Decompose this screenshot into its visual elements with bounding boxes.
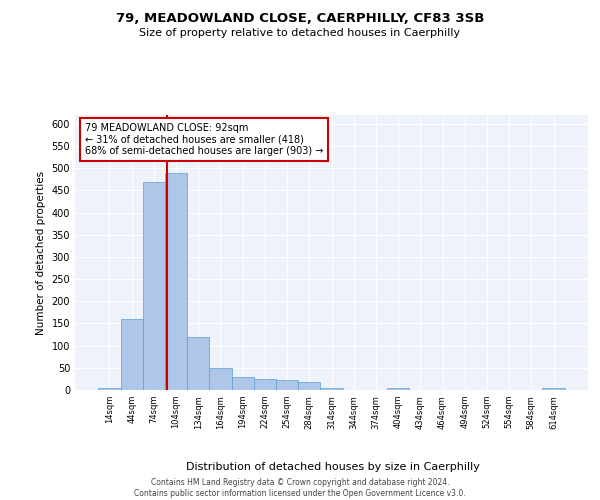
Text: Size of property relative to detached houses in Caerphilly: Size of property relative to detached ho… (139, 28, 461, 38)
Bar (298, 382, 320, 390)
Bar (542, 388, 565, 390)
Text: Contains HM Land Registry data © Crown copyright and database right 2024.
Contai: Contains HM Land Registry data © Crown c… (134, 478, 466, 498)
Bar (209, 368, 232, 390)
Bar (254, 379, 276, 390)
Text: 79 MEADOWLAND CLOSE: 92sqm
← 31% of detached houses are smaller (418)
68% of sem: 79 MEADOWLAND CLOSE: 92sqm ← 31% of deta… (85, 123, 323, 156)
Bar (320, 388, 343, 390)
Bar (232, 376, 254, 390)
Bar (143, 182, 165, 390)
Bar (187, 337, 209, 390)
Bar (121, 319, 143, 390)
Bar (276, 380, 298, 390)
Bar (387, 388, 409, 390)
Bar (98, 388, 121, 390)
Bar (165, 172, 187, 390)
Text: 79, MEADOWLAND CLOSE, CAERPHILLY, CF83 3SB: 79, MEADOWLAND CLOSE, CAERPHILLY, CF83 3… (116, 12, 484, 26)
Text: Distribution of detached houses by size in Caerphilly: Distribution of detached houses by size … (186, 462, 480, 472)
Y-axis label: Number of detached properties: Number of detached properties (36, 170, 46, 334)
